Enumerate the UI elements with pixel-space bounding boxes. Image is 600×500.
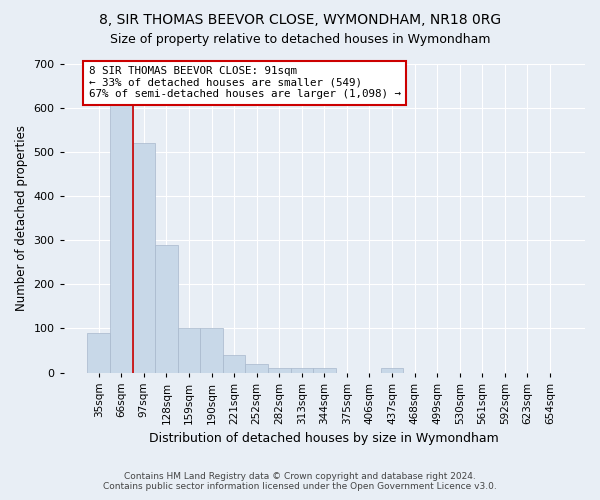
Text: Contains HM Land Registry data © Crown copyright and database right 2024.
Contai: Contains HM Land Registry data © Crown c… <box>103 472 497 491</box>
Bar <box>155 244 178 372</box>
Bar <box>268 368 290 372</box>
Text: Size of property relative to detached houses in Wymondham: Size of property relative to detached ho… <box>110 32 490 46</box>
Bar <box>290 368 313 372</box>
Bar <box>88 333 110 372</box>
Bar <box>178 328 200 372</box>
Y-axis label: Number of detached properties: Number of detached properties <box>15 126 28 312</box>
Bar <box>245 364 268 372</box>
Bar <box>133 144 155 372</box>
Text: 8, SIR THOMAS BEEVOR CLOSE, WYMONDHAM, NR18 0RG: 8, SIR THOMAS BEEVOR CLOSE, WYMONDHAM, N… <box>99 12 501 26</box>
Bar <box>313 368 335 372</box>
Bar <box>223 355 245 372</box>
Bar <box>200 328 223 372</box>
Text: 8 SIR THOMAS BEEVOR CLOSE: 91sqm
← 33% of detached houses are smaller (549)
67% : 8 SIR THOMAS BEEVOR CLOSE: 91sqm ← 33% o… <box>89 66 401 100</box>
Bar <box>381 368 403 372</box>
X-axis label: Distribution of detached houses by size in Wymondham: Distribution of detached houses by size … <box>149 432 499 445</box>
Bar <box>110 90 133 372</box>
